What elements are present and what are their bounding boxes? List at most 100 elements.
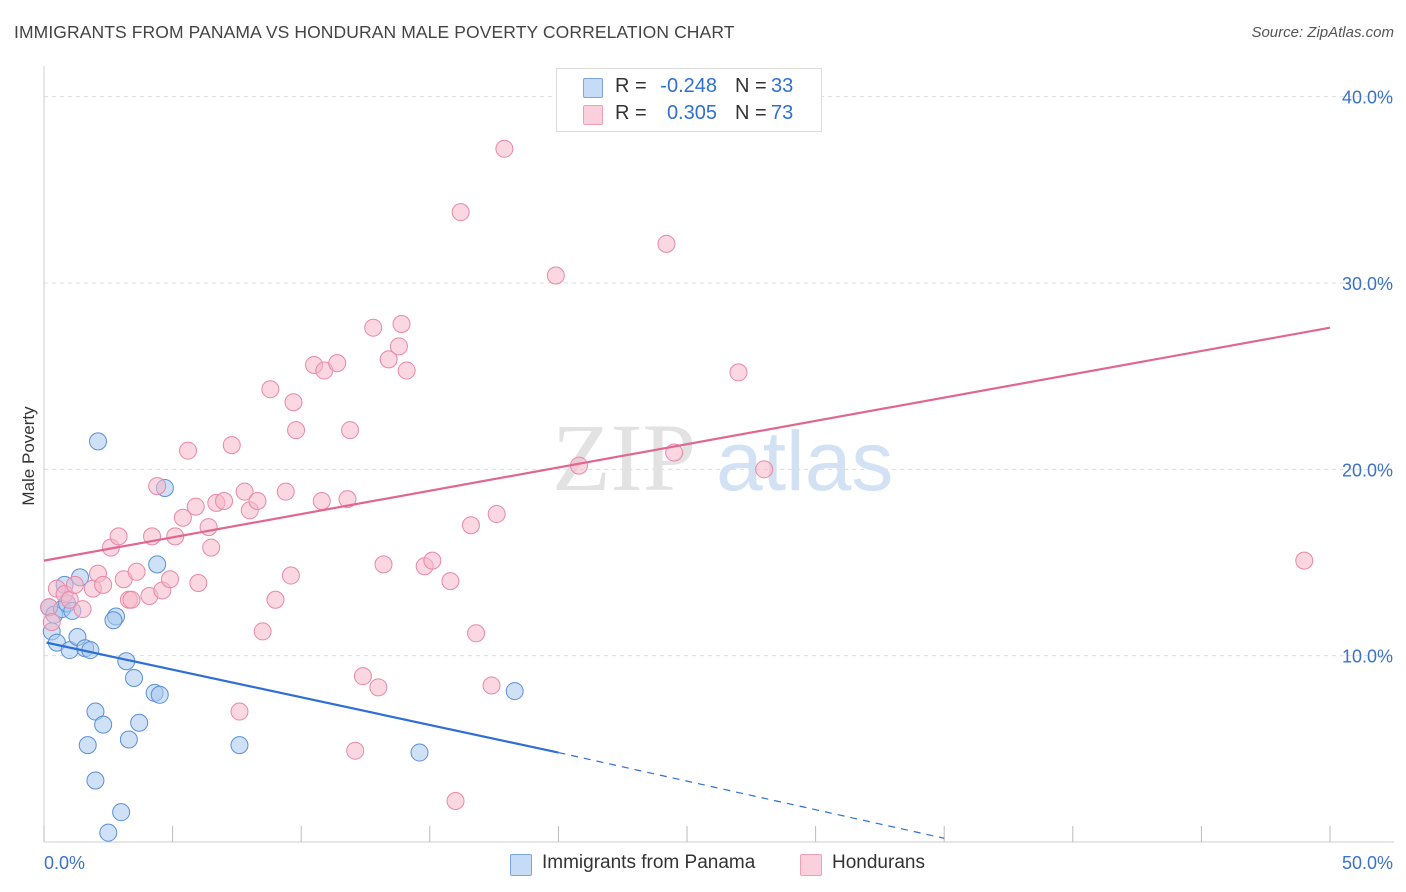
honduran-point [202, 538, 221, 557]
honduran-point [173, 508, 192, 527]
legend-label-hondurans: Hondurans [832, 852, 925, 873]
panama-trend-line [46, 641, 559, 754]
honduran-swatch [583, 105, 603, 125]
y-axis-label: Male Poverty [19, 406, 38, 506]
honduran-legend-swatch [800, 854, 822, 876]
honduran-point [248, 491, 267, 510]
honduran-point [235, 482, 254, 501]
honduran-point [189, 573, 208, 592]
r-label: R = [615, 102, 647, 124]
honduran-point [657, 234, 676, 253]
honduran-point [179, 441, 198, 460]
panama-point [130, 713, 149, 732]
panama-legend-swatch [510, 854, 532, 876]
source-credit: Source: ZipAtlas.com [1251, 24, 1394, 41]
x-tick-label: 0.0% [44, 853, 85, 873]
trend-lines [43, 326, 1331, 839]
honduran-point [328, 354, 347, 373]
gridlines [44, 96, 1394, 657]
honduran-point [451, 203, 470, 222]
n-value: 73 [771, 102, 794, 124]
honduran-point [389, 337, 408, 356]
honduran-point [40, 598, 59, 617]
panama-point [410, 743, 429, 762]
honduran-point [441, 572, 460, 591]
panama-point [150, 685, 169, 704]
panama-point [119, 730, 138, 749]
honduran-point [122, 590, 141, 609]
y-tick-label: 10.0% [1342, 647, 1393, 667]
x-tick-label: 50.0% [1342, 853, 1393, 873]
honduran-point [276, 482, 295, 501]
honduran-point [374, 555, 393, 574]
n-label: N = [735, 102, 767, 124]
watermark: ZIP atlas [552, 404, 893, 511]
honduran-point [287, 421, 306, 440]
honduran-point [338, 490, 357, 509]
panama-point [125, 669, 144, 688]
honduran-point [392, 314, 411, 333]
honduran-point [364, 318, 383, 337]
honduran-point [199, 518, 218, 537]
honduran-point [94, 575, 113, 594]
axes [43, 66, 1394, 843]
panama-swatch [583, 78, 603, 98]
data-points [40, 139, 1314, 842]
honduran-point [369, 678, 388, 697]
panama-point [89, 432, 108, 451]
panama-point [78, 736, 97, 755]
honduran-point [281, 566, 300, 585]
y-tick-label: 40.0% [1342, 88, 1393, 108]
honduran-point [755, 460, 774, 479]
honduran-point [346, 741, 365, 760]
honduran-point [729, 363, 748, 382]
panama-point [505, 682, 524, 701]
legend-label-panama: Immigrants from Panama [542, 852, 756, 873]
honduran-point [284, 393, 303, 412]
honduran-point [397, 361, 416, 380]
honduran-point [266, 590, 285, 609]
stats-row-hondurans: R = 0.305 N = 73 [557, 102, 821, 128]
honduran-point [253, 622, 272, 641]
honduran-point [65, 575, 84, 594]
honduran-point [1295, 551, 1314, 570]
honduran-point [42, 613, 61, 632]
r-value: -0.248 [660, 75, 717, 97]
honduran-point [312, 491, 331, 510]
honduran-point [222, 436, 241, 455]
panama-point [99, 823, 118, 842]
honduran-point [261, 380, 280, 399]
honduran-point [230, 702, 249, 721]
honduran-point [109, 527, 128, 546]
y-tick-label: 20.0% [1342, 460, 1393, 480]
honduran-point [379, 350, 398, 369]
honduran-point [467, 624, 486, 643]
panama-trend-extension [558, 751, 945, 839]
watermark-atlas: atlas [716, 414, 893, 508]
r-value: 0.305 [666, 102, 717, 124]
honduran-point [495, 139, 514, 158]
honduran-point [161, 570, 180, 589]
panama-point [86, 771, 105, 790]
honduran-point [186, 497, 205, 516]
honduran-point [487, 505, 506, 524]
honduran-point [423, 551, 442, 570]
n-label: N = [735, 75, 767, 97]
honduran-point [353, 667, 372, 686]
panama-point [112, 803, 131, 822]
honduran-point [482, 676, 501, 695]
chart-title: IMMIGRANTS FROM PANAMA VS HONDURAN MALE … [14, 22, 735, 42]
stats-row-panama: R = -0.248 N = 33 [557, 75, 821, 101]
panama-point [230, 736, 249, 755]
honduran-point [461, 516, 480, 535]
panama-point [148, 555, 167, 574]
honduran-point [215, 491, 234, 510]
r-label: R = [615, 75, 647, 97]
honduran-point [446, 792, 465, 811]
axis-labels: Male Poverty 10.0% 20.0% 30.0% 40.0% 0.0% 50.… [19, 88, 1393, 873]
honduran-point [73, 600, 92, 619]
honduran-trend-line [43, 326, 1331, 562]
honduran-point [148, 477, 167, 496]
panama-point [94, 715, 113, 734]
